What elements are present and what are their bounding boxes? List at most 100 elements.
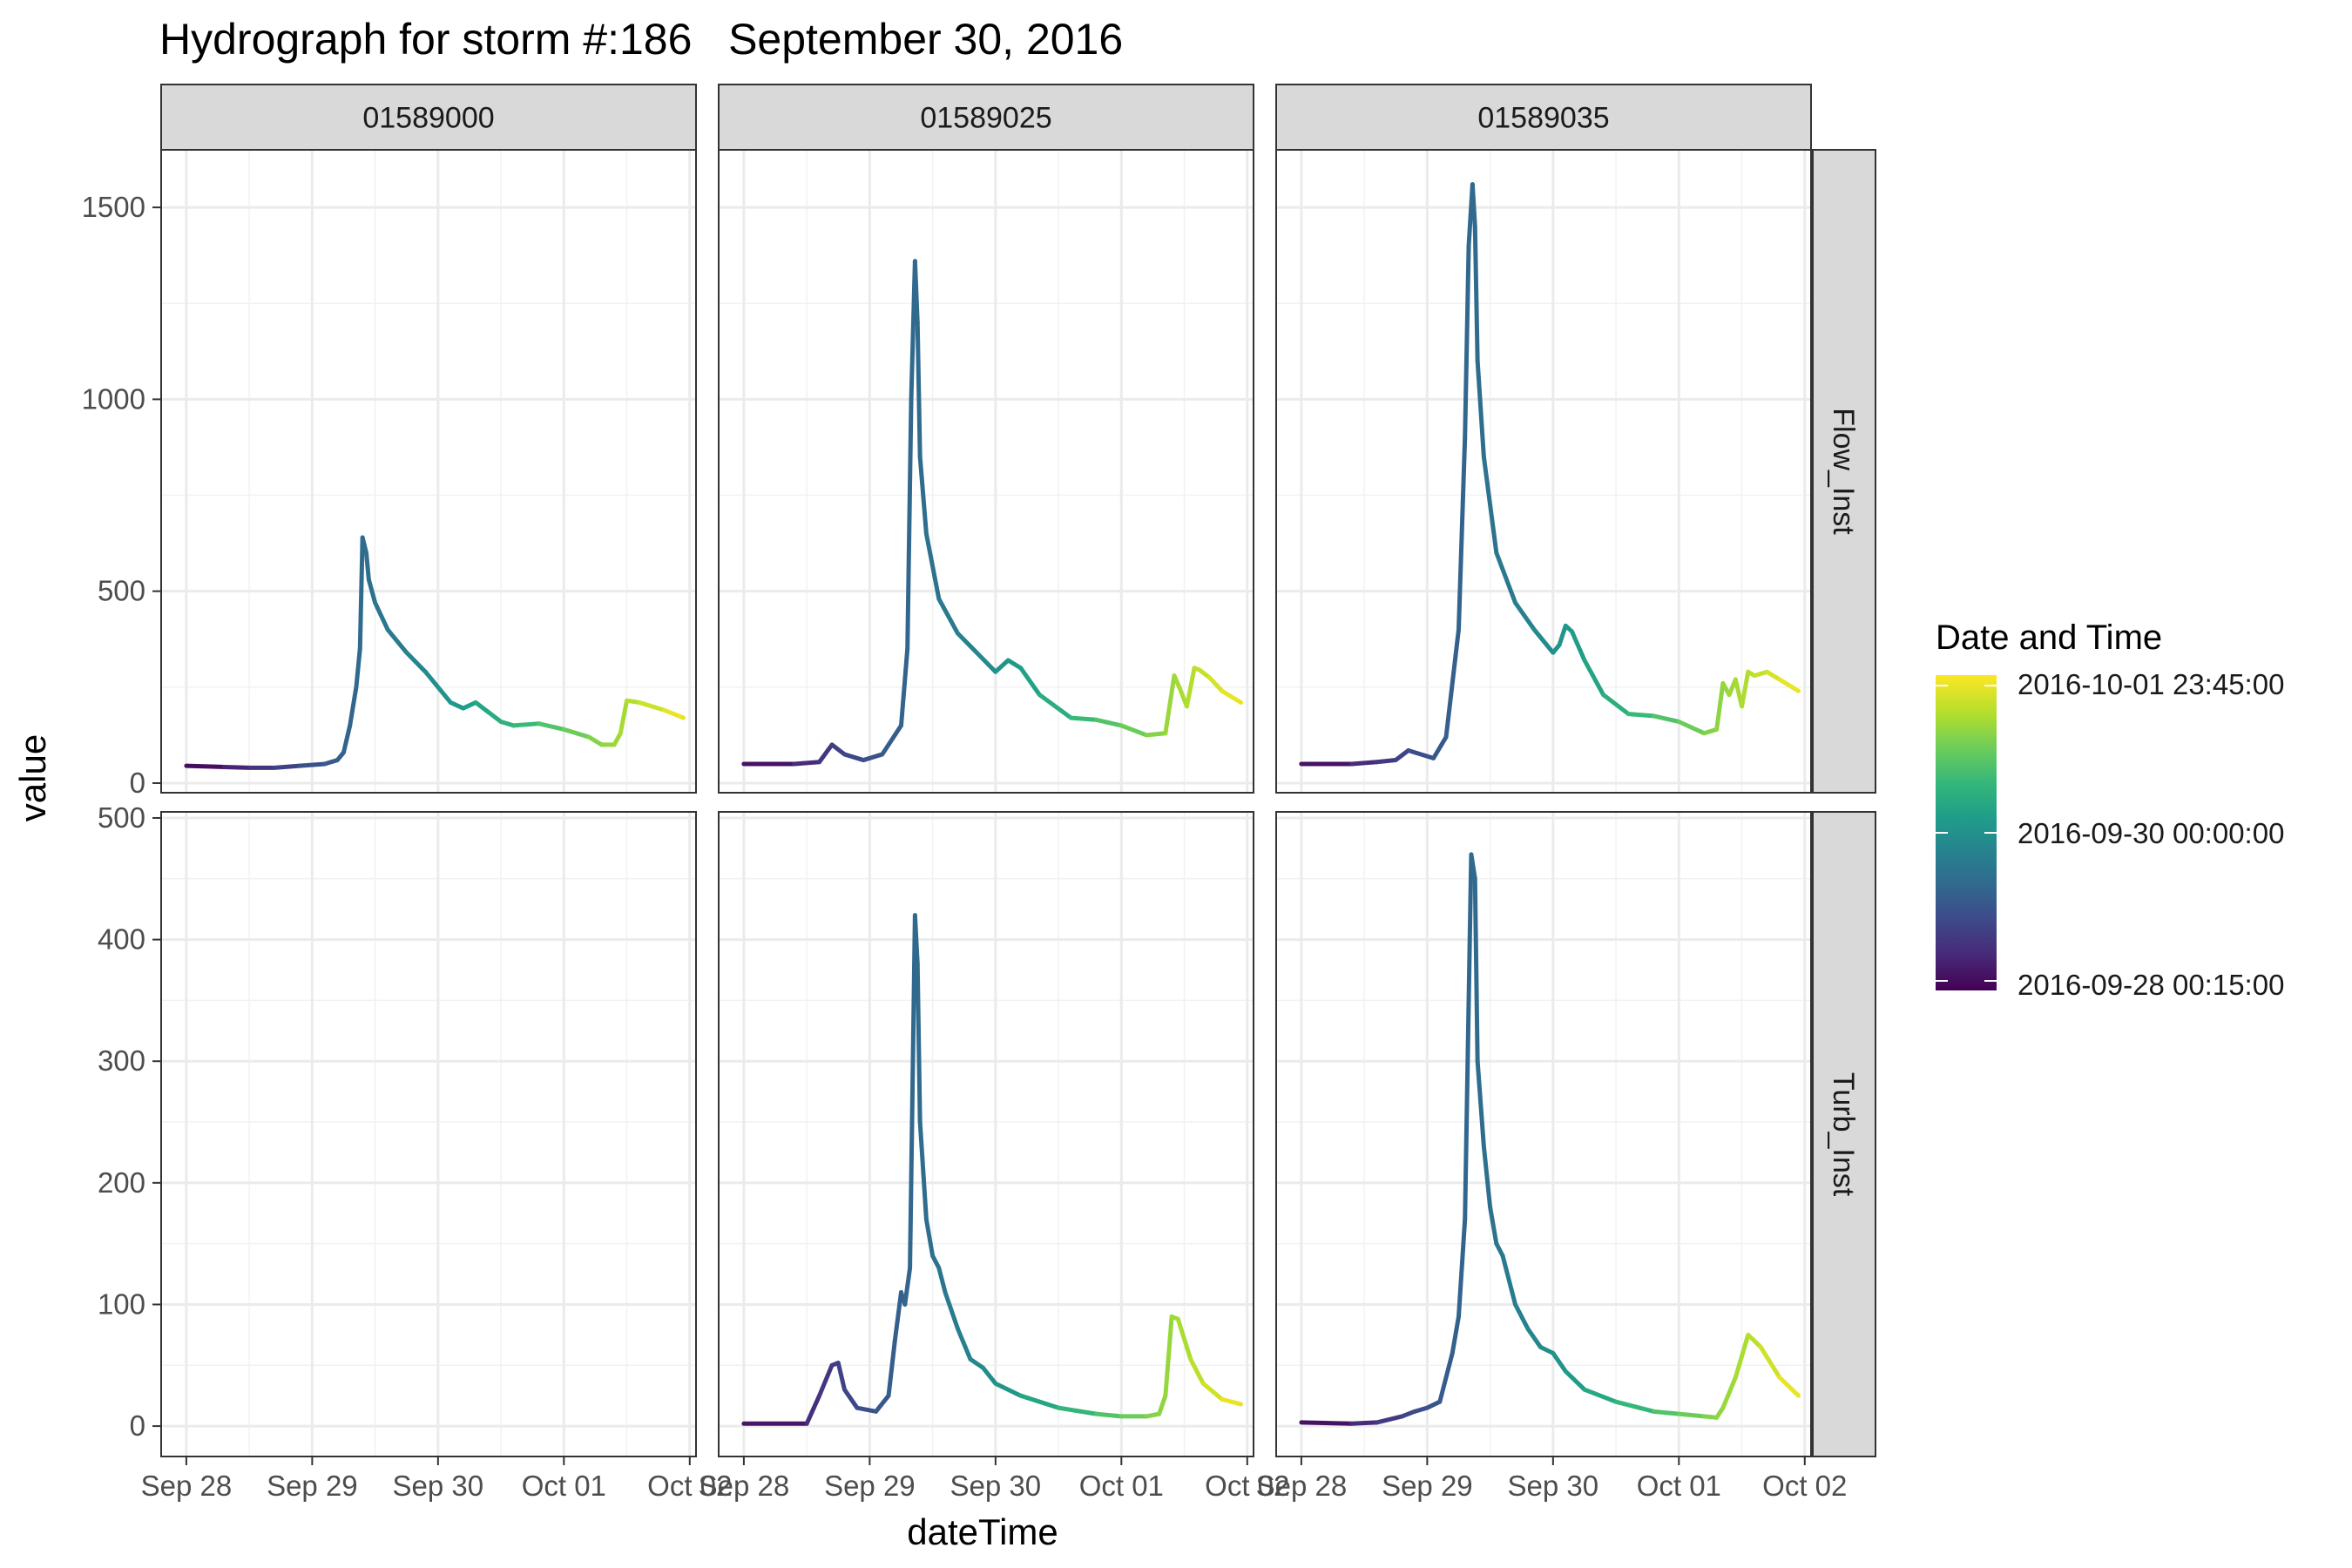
series-segment [915,320,923,459]
y-tick-label: 200 [98,1166,145,1199]
series-segment [930,1254,942,1271]
series-segment [341,723,353,755]
facet-panel [1275,811,1812,1457]
series-segment [908,913,917,1271]
x-tick-label: Sep 29 [824,1470,916,1502]
series-segment [905,396,914,652]
legend-ticks [1936,685,1997,982]
series-segment [968,1356,985,1370]
series-segment [1551,1350,1568,1374]
facet-panel [718,811,1254,1457]
series-segment [1472,876,1480,1064]
panel-border [718,811,1254,1457]
series-segment [1399,1409,1417,1419]
y-tick-label: 500 [98,801,145,834]
series-segment [1481,1144,1493,1210]
series-segment [1525,1326,1543,1349]
strip-row-bg [1812,149,1876,794]
series-segment [637,700,667,713]
series-segment [461,700,478,711]
series-segment [1494,551,1517,605]
x-tick-label: Oct 01 [522,1470,606,1502]
series-segment [855,1405,879,1414]
series-segment [993,658,1010,674]
series-segment [980,1365,998,1386]
series-segment [1777,1375,1801,1398]
series-segment [612,731,623,747]
series-segment [1481,454,1499,556]
series-segment [1563,1369,1587,1392]
series-segment [955,631,979,655]
series-segment [923,531,942,601]
series-segment [1500,1254,1517,1307]
series-segment [1450,1314,1461,1355]
series-segment [322,758,340,767]
series-segment [1163,673,1177,736]
series-segment [404,650,428,674]
series-segment [498,719,517,728]
series-segment [1093,1411,1124,1419]
series-segment [974,650,998,674]
series-segment [1531,627,1556,655]
series-segment [817,742,835,765]
series-segment [1512,600,1537,632]
panel-background [1276,812,1811,1456]
y-tick-label: 400 [98,923,145,956]
series-segment [917,1119,929,1222]
series-segment [898,646,910,728]
series-segment [1582,658,1606,698]
x-tick-label: Sep 30 [1508,1470,1599,1502]
series-segment [1175,1316,1193,1362]
series-segment [536,721,566,732]
series-segment [1157,1393,1168,1416]
strip-col-label: 01589025 [920,102,1051,135]
series-segment [1720,1375,1738,1410]
series-segment [1488,1205,1499,1247]
series-segment [841,1387,860,1410]
series-segment [1676,1411,1707,1419]
strip-col-label: 01589035 [1477,102,1609,135]
series-segment [1188,1356,1206,1386]
strip-row-label: Turb_Inst [1827,1072,1860,1197]
series-segment [1163,1314,1174,1398]
y-tick-label: 1000 [82,382,145,415]
series-segment [1463,852,1474,1222]
series-segment [1018,1393,1061,1410]
x-tick-label: Oct 02 [647,1470,732,1502]
series-segment [1119,723,1149,738]
y-axis-title: value [12,734,53,821]
color-legend: Date and Time 2016-10-01 23:45:00 2016-0… [1936,618,2284,1001]
series-segment [1056,1405,1098,1416]
series-segment [861,752,885,763]
series-segment [1733,1332,1751,1380]
series-segment [1764,669,1782,682]
legend-label-mid: 2016-09-30 00:00:00 [2017,817,2284,849]
y-tick-label: 1500 [82,191,145,223]
strip-col-bg [160,84,697,151]
series-segment [1601,693,1632,717]
series-segment [436,685,453,705]
legend-label-max: 2016-10-01 23:45:00 [2017,668,2284,700]
series-segment [1375,1414,1404,1425]
series-segment [662,707,686,720]
y-tick-label: 100 [98,1288,145,1320]
x-tick-label: Oct 02 [1762,1470,1847,1502]
series-segment [1714,680,1726,732]
series-segment [829,742,847,757]
series-segment [1005,658,1024,671]
series-segment [1437,1350,1455,1404]
series-segment [1651,713,1681,724]
series-segment [1144,731,1168,738]
x-tick-label: Sep 30 [393,1470,484,1502]
series-segment [385,627,409,655]
facet-strips: 01589000 01589025 01589035 Flow_Inst Turb_In… [160,84,1876,1457]
series-segment [1472,224,1480,363]
y-tick-label: 500 [98,575,145,607]
series-segment [1538,1344,1556,1355]
series-segment [1469,852,1477,882]
series-segment [1406,748,1436,760]
facet-panel [1275,149,1812,794]
series-segment [1456,1217,1468,1319]
series-segment [1431,734,1449,760]
